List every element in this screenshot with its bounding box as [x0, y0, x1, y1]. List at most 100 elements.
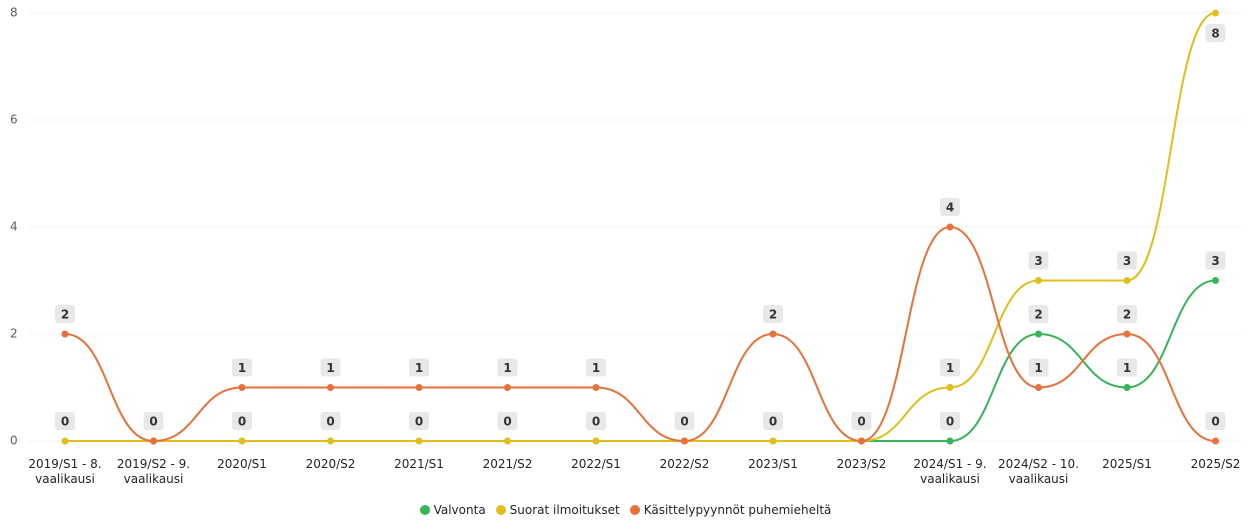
- data-label-text: 0: [326, 415, 334, 429]
- data-label: 1: [1028, 358, 1049, 377]
- data-label-text: 4: [946, 201, 954, 215]
- data-label-bg: [940, 358, 960, 377]
- y-tick-label: 4: [10, 220, 18, 234]
- legend-swatch: [495, 505, 506, 515]
- x-tick-label: 2025/S1: [1102, 457, 1152, 471]
- data-label-bg: [232, 412, 252, 430]
- data-label: 0: [232, 412, 252, 430]
- legend-item: Valvonta: [419, 503, 486, 517]
- data-label: 2: [55, 305, 75, 323]
- data-label: 2: [763, 305, 783, 323]
- x-tick-label: 2019/S2 - 9. vaalikausi: [116, 457, 191, 486]
- data-label-bg: [940, 198, 960, 216]
- x-tick-label: 2022/S1: [571, 457, 621, 471]
- data-label: 0: [1205, 412, 1226, 430]
- data-label: 0: [586, 412, 606, 430]
- data-label-text: 2: [1034, 308, 1042, 322]
- data-point: [946, 437, 954, 445]
- data-label-bg: [940, 412, 960, 430]
- data-label-text: 3: [1034, 254, 1042, 268]
- data-point: [858, 437, 865, 445]
- data-point: [1123, 277, 1131, 284]
- data-point: [769, 330, 777, 338]
- data-label: 4: [940, 198, 960, 216]
- data-label-bg: [320, 358, 341, 377]
- data-point: [504, 384, 511, 391]
- data-label-text: 0: [680, 415, 688, 429]
- data-label-text: 0: [857, 415, 865, 429]
- data-label: 1: [232, 358, 252, 377]
- data-label: 1: [586, 358, 606, 377]
- legend-label: Valvonta: [433, 503, 486, 517]
- data-label-bg: [55, 305, 75, 323]
- data-label-text: 1: [238, 361, 246, 375]
- legend: Valvonta Suorat ilmoitukset Käsittelypyynn…: [0, 503, 1251, 517]
- legend-label: Käsittelypyynnöt puhemieheltä: [643, 503, 832, 517]
- data-label: 0: [497, 412, 518, 430]
- data-label-bg: [1205, 412, 1226, 430]
- data-label-text: 0: [149, 415, 157, 429]
- data-label-bg: [409, 412, 429, 430]
- data-label-text: 1: [503, 361, 511, 375]
- data-label-bg: [497, 412, 518, 430]
- y-tick-label: 6: [10, 113, 18, 127]
- y-tick-label: 0: [10, 434, 18, 448]
- data-label-bg: [1117, 305, 1137, 323]
- data-label: 1: [1117, 358, 1137, 377]
- data-point: [415, 437, 423, 445]
- legend-swatch: [629, 505, 640, 515]
- data-label-bg: [586, 358, 606, 377]
- data-label-bg: [497, 358, 518, 377]
- data-label-bg: [1117, 358, 1137, 377]
- data-label-bg: [1205, 251, 1226, 270]
- data-label-text: 0: [415, 415, 423, 429]
- series-line: [64, 225, 1216, 443]
- data-label-text: 1: [946, 361, 954, 375]
- data-label-bg: [232, 358, 252, 377]
- data-point: [1035, 384, 1042, 391]
- data-label: 0: [674, 412, 695, 430]
- data-label-bg: [1205, 24, 1226, 42]
- data-point: [592, 437, 600, 445]
- data-point: [238, 384, 246, 391]
- data-label-bg: [674, 412, 695, 430]
- data-point: [1212, 277, 1219, 284]
- data-point: [327, 437, 334, 445]
- data-label: 0: [851, 412, 872, 430]
- data-label: 2: [1028, 305, 1049, 323]
- data-label-text: 0: [769, 415, 777, 429]
- data-label-text: 8: [1211, 27, 1219, 41]
- data-label-bg: [763, 412, 783, 430]
- x-tick-label: 2021/S1: [394, 457, 444, 471]
- data-point: [61, 437, 69, 445]
- data-label: 2: [1117, 305, 1137, 323]
- data-point: [327, 384, 334, 391]
- data-point: [150, 437, 157, 445]
- data-label: 0: [55, 412, 75, 430]
- data-point: [1123, 330, 1131, 338]
- data-label: 0: [940, 412, 960, 430]
- data-label-bg: [1117, 251, 1137, 270]
- data-point: [1123, 384, 1131, 391]
- data-point: [681, 437, 688, 445]
- data-point: [1212, 9, 1219, 17]
- data-label-text: 1: [415, 361, 423, 375]
- data-label-text: 3: [1123, 254, 1131, 268]
- legend-item: Suorat ilmoitukset: [495, 503, 620, 517]
- data-label-bg: [1028, 358, 1049, 377]
- data-point: [504, 437, 511, 445]
- data-label: 1: [409, 358, 429, 377]
- legend-item: Käsittelypyynnöt puhemieheltä: [629, 503, 832, 517]
- data-point: [769, 437, 777, 445]
- data-label-bg: [1028, 305, 1049, 323]
- data-point: [946, 223, 954, 231]
- data-labels: 002130000000000133820111110204120: [55, 24, 1226, 430]
- data-point: [1035, 330, 1042, 338]
- y-tick-label: 2: [10, 327, 18, 341]
- data-label-text: 2: [61, 308, 69, 322]
- x-tick-label: 2025/S2: [1190, 457, 1241, 471]
- data-point: [1035, 277, 1042, 284]
- data-point: [946, 384, 954, 391]
- data-label-text: 1: [592, 361, 600, 375]
